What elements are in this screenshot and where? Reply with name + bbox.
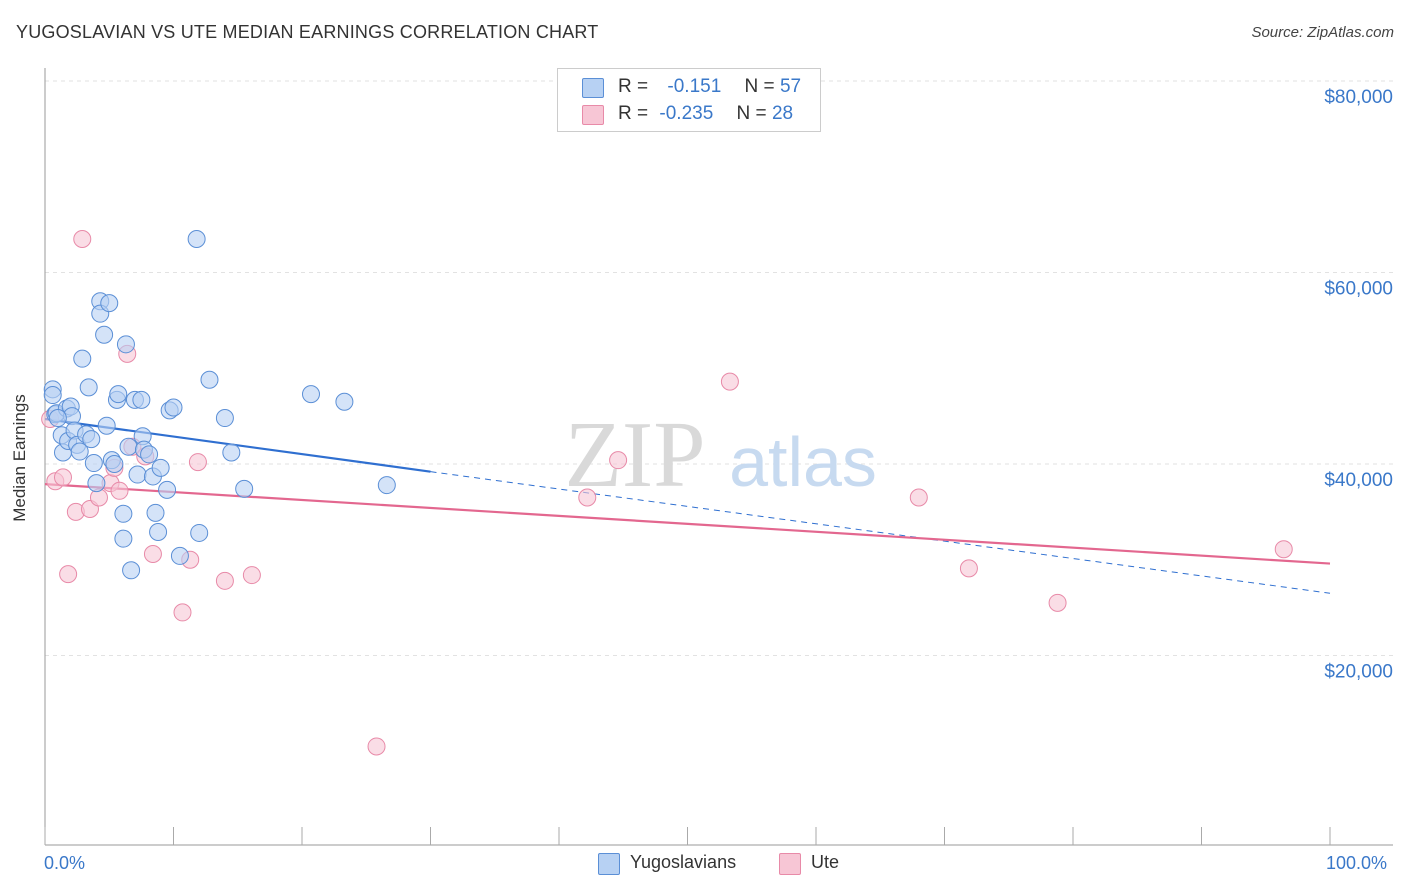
- data-point-yugoslavians: [119, 437, 138, 456]
- watermark-atlas: atlas: [729, 423, 877, 501]
- data-point-yugoslavians: [109, 385, 128, 404]
- data-point-yugoslavians: [114, 504, 133, 523]
- stats-swatch-ute: [582, 105, 604, 125]
- data-point-yugoslavians: [215, 409, 234, 428]
- y-tick-label: $40,000: [1324, 470, 1393, 491]
- data-point-yugoslavians: [164, 398, 183, 417]
- data-point-ute: [59, 565, 78, 584]
- data-point-yugoslavians: [140, 445, 159, 464]
- data-point-yugoslavians: [128, 465, 147, 484]
- data-point-ute: [53, 468, 72, 487]
- grid-lines: [45, 80, 1393, 656]
- legend-swatch-yugoslavians: [598, 853, 620, 875]
- y-tick-labels: $20,000 $40,000 $60,000 $80,000: [1324, 87, 1393, 683]
- data-point-yugoslavians: [151, 458, 170, 477]
- data-point-yugoslavians: [146, 503, 165, 522]
- stats-n-value: 28: [771, 103, 794, 124]
- data-point-ute: [1274, 540, 1293, 559]
- data-point-yugoslavians: [158, 480, 177, 499]
- data-point-yugoslavians: [335, 392, 354, 411]
- data-point-yugoslavians: [187, 229, 206, 248]
- data-point-yugoslavians: [105, 455, 124, 473]
- data-point-yugoslavians: [95, 325, 114, 344]
- data-point-yugoslavians: [73, 349, 92, 368]
- data-point-ute: [367, 737, 386, 756]
- trend-line-ute: [44, 483, 1331, 565]
- data-point-ute: [959, 559, 978, 578]
- y-tick-label: $60,000: [1324, 279, 1393, 300]
- data-point-ute: [609, 451, 628, 470]
- x-tick-min: 0.0%: [44, 853, 86, 873]
- data-point-yugoslavians: [43, 386, 62, 405]
- trend-line-yugoslavians-extension: [430, 471, 1331, 594]
- legend-swatch-ute: [779, 853, 801, 875]
- data-point-ute: [909, 488, 928, 507]
- data-point-yugoslavians: [222, 443, 241, 462]
- series-ute-points: [41, 229, 1293, 756]
- data-point-yugoslavians: [235, 479, 254, 498]
- stats-n-label: N =: [744, 76, 775, 97]
- stats-n-label: N =: [736, 103, 767, 124]
- data-point-yugoslavians: [100, 294, 119, 313]
- data-point-ute: [143, 545, 162, 564]
- data-point-yugoslavians: [122, 561, 141, 580]
- legend-label-yugoslavians: Yugoslavians: [630, 852, 737, 872]
- stats-r-value: -0.235: [659, 103, 714, 124]
- y-tick-label: $20,000: [1324, 662, 1393, 683]
- data-point-yugoslavians: [82, 430, 101, 449]
- data-point-yugoslavians: [70, 442, 89, 461]
- data-point-ute: [1048, 593, 1067, 612]
- data-point-yugoslavians: [200, 370, 219, 389]
- data-point-ute: [110, 481, 129, 500]
- data-point-yugoslavians: [132, 390, 151, 409]
- data-point-yugoslavians: [377, 476, 396, 495]
- data-point-yugoslavians: [116, 335, 135, 354]
- stats-n-value: 57: [779, 76, 802, 97]
- data-point-yugoslavians: [114, 529, 133, 548]
- chart-title: YUGOSLAVIAN VS UTE MEDIAN EARNINGS CORRE…: [16, 22, 599, 42]
- legend-label-ute: Ute: [811, 852, 840, 872]
- data-point-yugoslavians: [170, 546, 189, 565]
- y-tick-label: $80,000: [1324, 87, 1393, 108]
- x-tick-max: 100.0%: [1326, 853, 1388, 873]
- data-point-yugoslavians: [87, 474, 106, 493]
- stats-r-value: -0.151: [667, 76, 722, 97]
- data-point-ute: [720, 372, 739, 391]
- watermark: ZIP atlas: [565, 403, 877, 507]
- data-point-ute: [173, 603, 192, 622]
- data-point-ute: [215, 571, 234, 590]
- stats-box: R = -0.151 N = 57 R = -0.235 N = 28: [557, 68, 821, 132]
- data-point-ute: [188, 453, 207, 472]
- data-point-yugoslavians: [84, 454, 103, 473]
- data-point-ute: [73, 229, 92, 248]
- stats-r-label: R =: [618, 76, 649, 97]
- data-point-yugoslavians: [79, 378, 98, 397]
- data-point-yugoslavians: [149, 522, 168, 541]
- stats-swatch-yugoslavians: [582, 78, 604, 98]
- data-point-yugoslavians: [190, 523, 209, 542]
- data-point-yugoslavians: [48, 409, 67, 428]
- data-point-yugoslavians: [301, 385, 320, 404]
- stats-r-label: R =: [618, 103, 649, 124]
- data-point-ute: [578, 488, 597, 507]
- data-point-yugoslavians: [97, 416, 116, 435]
- axes: [44, 68, 1393, 846]
- data-point-ute: [242, 566, 261, 585]
- series-yugoslavians-points: [43, 229, 396, 580]
- source-credit: Source: ZipAtlas.com: [1251, 24, 1394, 41]
